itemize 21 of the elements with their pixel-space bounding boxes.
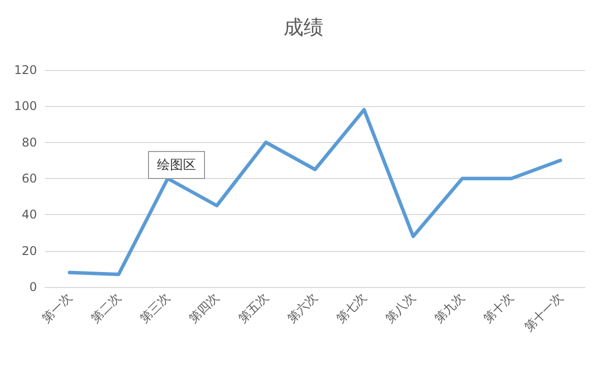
y-tick-label: 40 — [22, 208, 37, 222]
x-tick-label: 第十次 — [480, 290, 516, 326]
chart-title: 成绩 — [284, 15, 324, 39]
x-tick-label: 第九次 — [432, 290, 468, 326]
y-tick-label: 0 — [29, 280, 37, 294]
y-tick-label: 100 — [14, 99, 37, 114]
x-tick-label: 第四次 — [186, 290, 222, 326]
x-tick-label: 第二次 — [88, 290, 124, 326]
x-tick-label: 第三次 — [137, 290, 173, 326]
y-tick-label: 120 — [14, 63, 37, 77]
x-tick-label: 第六次 — [284, 290, 320, 326]
line-series — [68, 108, 562, 276]
y-tick-label: 60 — [22, 172, 37, 186]
x-tick-label: 第五次 — [236, 290, 271, 326]
x-tick-label: 第十一次 — [522, 290, 566, 334]
tooltip-box: 绘图区 — [148, 151, 205, 179]
x-tick-label: 第七次 — [334, 290, 370, 326]
y-tick-label: 20 — [22, 244, 37, 258]
x-tick-label: 第一次 — [39, 290, 74, 326]
x-tick-label: 第八次 — [382, 290, 418, 326]
y-tick-label: 80 — [22, 135, 37, 150]
